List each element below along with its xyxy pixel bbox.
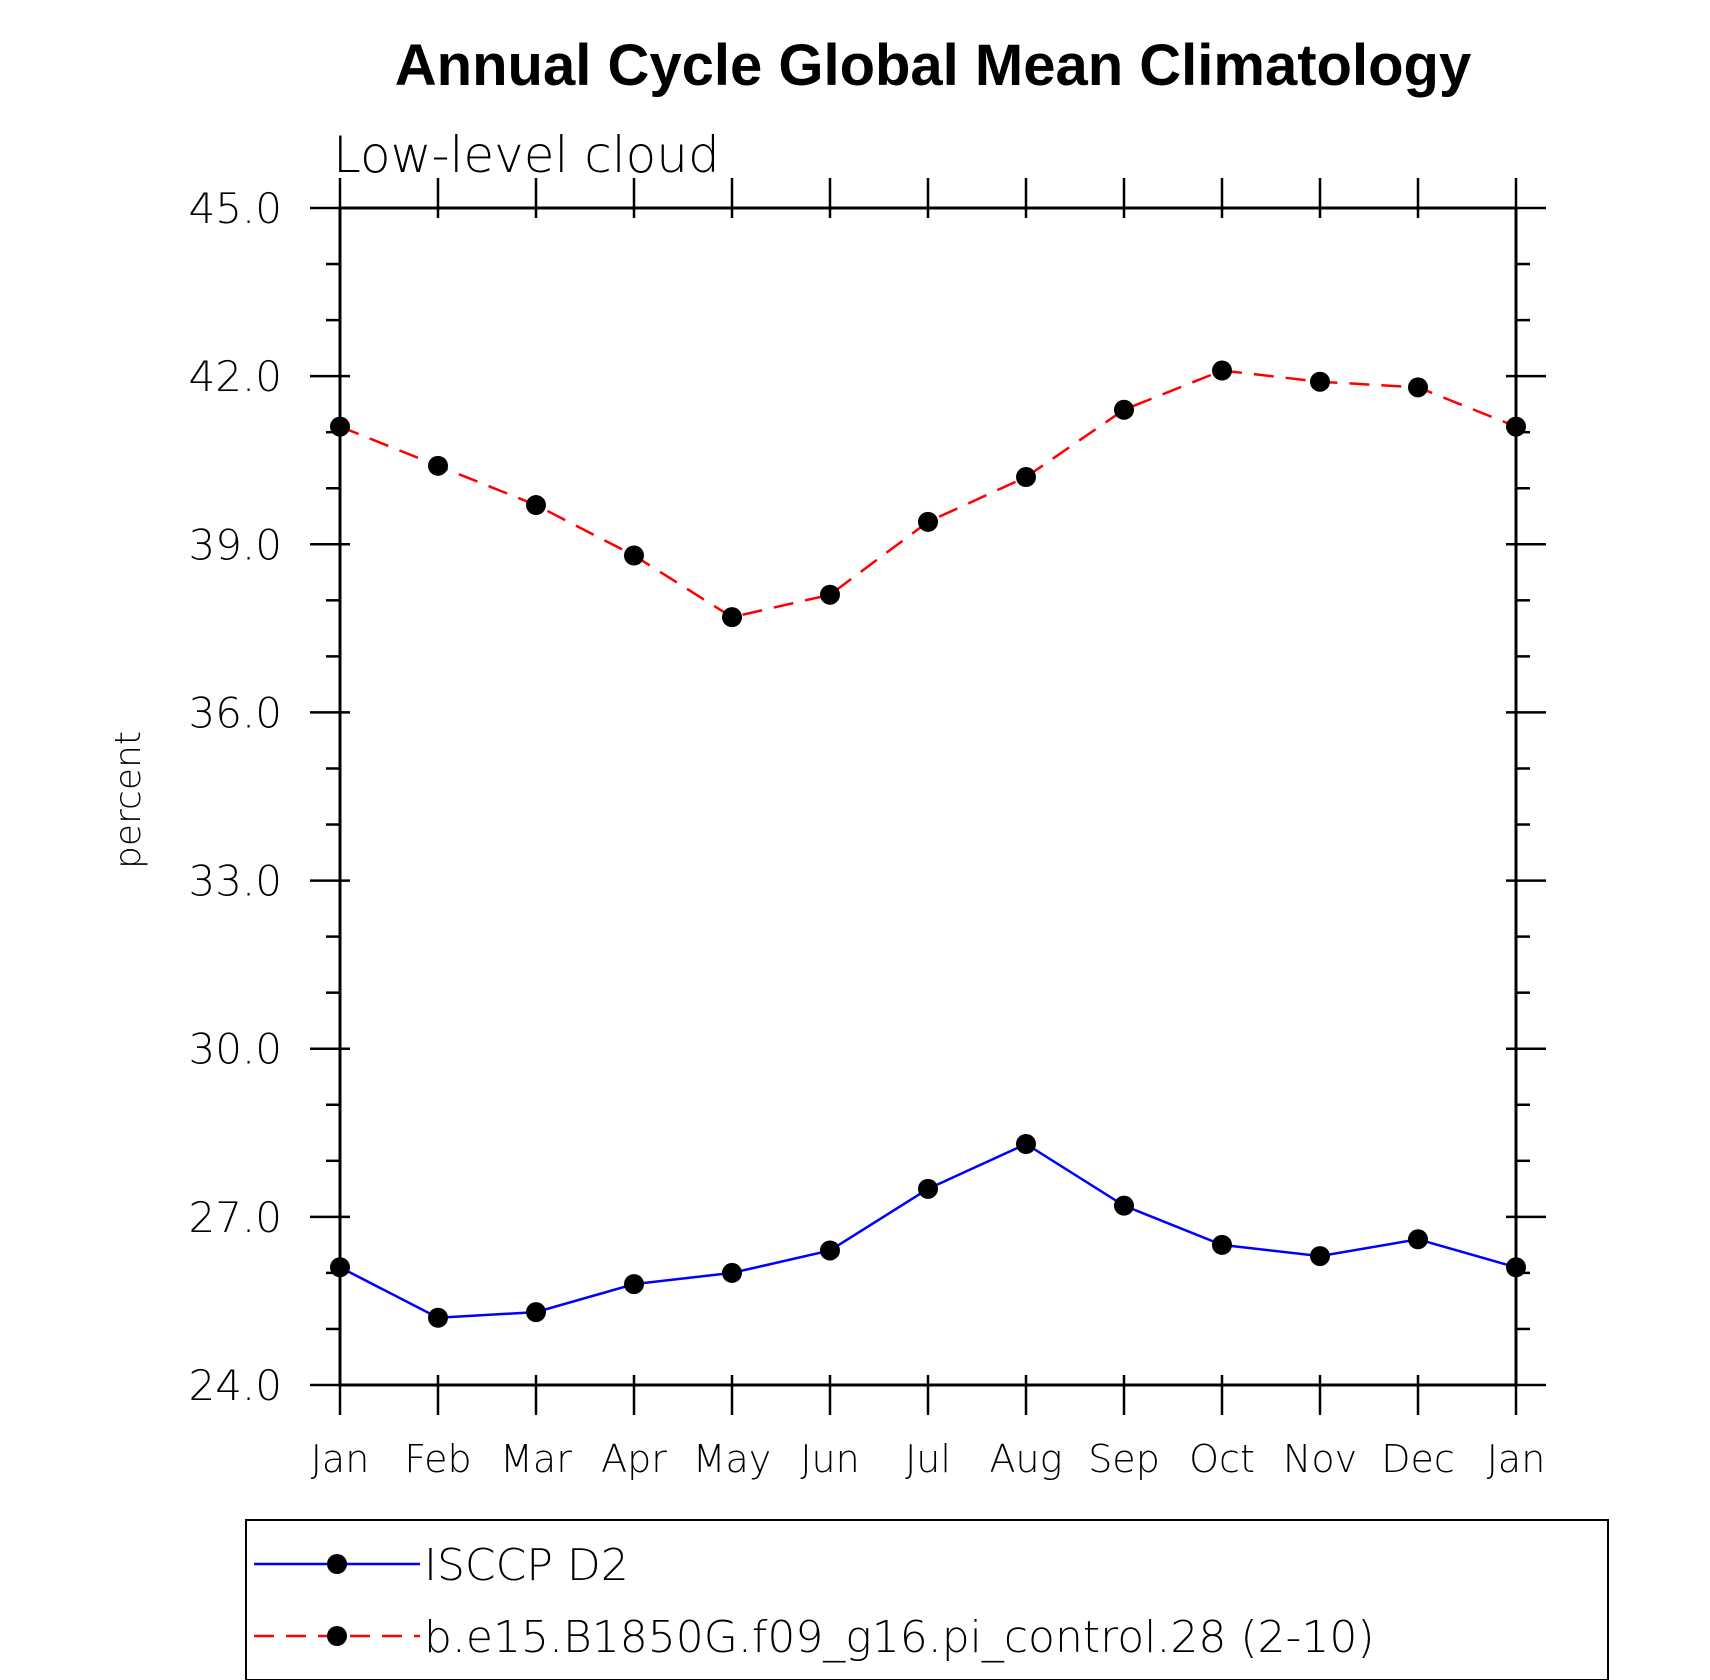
x-tick-label: Apr — [601, 1437, 667, 1481]
x-tick-label: Jun — [800, 1437, 859, 1481]
data-point — [1114, 1195, 1134, 1216]
data-point — [330, 416, 350, 437]
series-line-0 — [339, 1142, 1517, 1320]
chart-title: Annual Cycle Global Mean Climatology — [395, 33, 1471, 98]
x-tick-label: May — [693, 1437, 772, 1481]
data-point — [526, 1302, 546, 1323]
data-point — [1016, 467, 1036, 488]
axis-ticks — [310, 178, 1546, 1415]
data-point — [428, 1307, 448, 1328]
y-axis-label: percent — [108, 731, 149, 869]
y-tick-label: 24.0 — [188, 1361, 282, 1410]
data-point — [526, 495, 546, 516]
data-point — [1506, 416, 1526, 437]
legend-marker-model — [327, 1626, 347, 1646]
data-point — [722, 1262, 742, 1283]
y-tick-label: 33.0 — [188, 857, 282, 906]
y-tick-label: 30.0 — [188, 1025, 282, 1074]
y-tick-labels: 24.0 27.0 30.0 33.0 36.0 39.0 42.0 45.0 — [188, 184, 282, 1410]
data-point — [428, 455, 448, 476]
y-tick-label: 45.0 — [188, 184, 282, 233]
data-point — [918, 511, 938, 532]
data-point — [1212, 1234, 1232, 1255]
data-point — [1016, 1133, 1036, 1154]
data-point — [1408, 377, 1428, 398]
x-tick-label: Jul — [905, 1437, 951, 1481]
plot-frame — [338, 206, 1518, 1387]
x-tick-labels: Jan Feb Mar Apr May Jun Jul Aug Sep Oct Nov Dec Jan — [311, 1437, 1546, 1481]
legend-box — [245, 1519, 1609, 1680]
data-point — [722, 607, 742, 628]
y-tick-label: 39.0 — [188, 520, 282, 569]
data-point — [820, 1240, 840, 1261]
x-tick-label: Aug — [990, 1437, 1063, 1481]
data-point — [1408, 1229, 1428, 1250]
data-point — [624, 1274, 644, 1295]
legend-label-isccp: ISCCP D2 — [424, 1540, 629, 1591]
legend-marker-isccp — [327, 1554, 347, 1574]
x-tick-label: Nov — [1283, 1437, 1357, 1481]
data-point — [1212, 360, 1232, 381]
series-markers — [330, 360, 1526, 1328]
data-point — [1114, 399, 1134, 420]
data-point — [1310, 371, 1330, 392]
x-tick-label: Feb — [404, 1437, 471, 1481]
x-tick-label: Sep — [1088, 1437, 1160, 1481]
y-tick-label: 27.0 — [188, 1193, 282, 1242]
x-tick-label: Jan — [311, 1437, 370, 1481]
x-tick-label: Jan — [1487, 1437, 1546, 1481]
chart-subtitle: Low-level cloud — [333, 126, 720, 184]
data-point — [330, 1257, 350, 1278]
y-tick-label: 36.0 — [188, 688, 282, 737]
series-line-1 — [339, 369, 1517, 619]
x-tick-label: Dec — [1381, 1437, 1455, 1481]
legend-label-model: b.e15.B1850G.f09_g16.pi_control.28 (2-10… — [424, 1612, 1375, 1663]
x-tick-label: Mar — [500, 1437, 572, 1481]
data-point — [918, 1178, 938, 1199]
data-point — [1506, 1257, 1526, 1278]
x-tick-label: Oct — [1189, 1437, 1255, 1481]
data-point — [820, 584, 840, 605]
data-point — [624, 545, 644, 566]
data-point — [1310, 1246, 1330, 1267]
y-tick-label: 42.0 — [188, 352, 282, 401]
